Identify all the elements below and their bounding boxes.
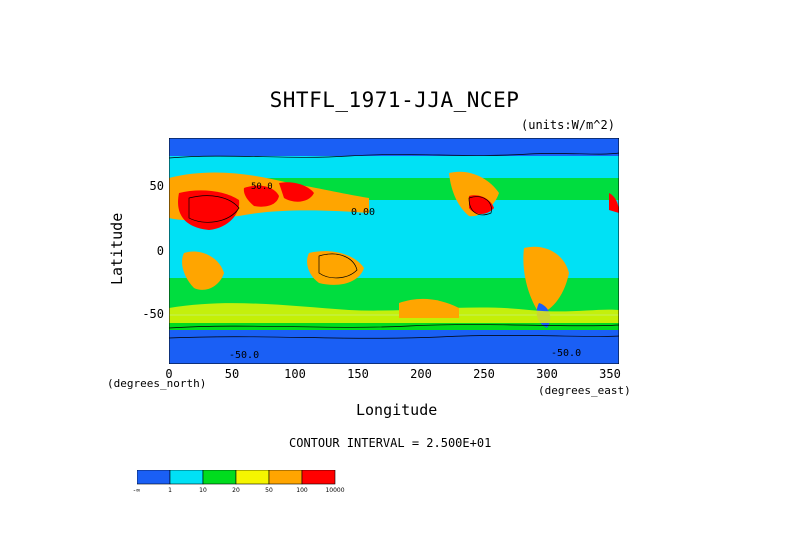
colorbar-tick-label: 20 [232,487,240,494]
colorbar-bin [169,470,204,485]
colorbar-bin [268,470,303,485]
x-tick-label: 0 [165,367,173,381]
southern-yellow-ring [169,303,619,323]
contour-label: -50.0 [229,350,259,361]
units-label: (units:W/m^2) [521,118,615,132]
y-tick-label: 50 [149,179,164,193]
x-tick-label: 50 [224,367,240,381]
x-tick-label: 250 [473,367,495,381]
y-tick-label: -50 [142,307,164,321]
colorbar-bin [301,470,336,485]
x-tick-label: 150 [347,367,369,381]
land-europe-edge-hot [609,193,619,213]
x-axis-label: Longitude [356,401,438,419]
colorbar-bin [202,470,237,485]
x-tick-label: 350 [599,367,621,381]
colorbar-tick-label: 50 [265,487,273,494]
colorbar-tick-label: 1 [168,487,172,494]
land-central-asia-hot [279,182,314,202]
land-arabia-hot [243,185,279,207]
arctic-band [169,138,619,156]
colorbar-bin [235,470,270,485]
contour-label: -50.0 [551,348,581,359]
y-tick-label: 0 [156,244,164,258]
y-axis-label: Latitude [108,212,126,285]
colorbar-bin [137,470,171,485]
contour-label: 50.0 [251,182,273,192]
y-unit-label: (degrees_north) [107,377,207,390]
heatmap-plot: 0.00 50.0 -50.0 -50.0 [169,138,619,364]
land-south-america [523,246,569,313]
contour-lines [169,152,619,339]
contour-label: 0.00 [351,207,375,218]
southern-orange-patch [399,298,459,318]
antarctic-band [169,328,619,364]
colorbar-tick-label: 100 [296,487,308,494]
chart-title: SHTFL_1971-JJA_NCEP [269,88,520,112]
x-tick-label: 200 [410,367,432,381]
x-tick-label: 100 [284,367,306,381]
colorbar [137,470,336,485]
contour-interval: CONTOUR INTERVAL = 2.500E+01 [289,436,492,450]
x-tick-label: 300 [536,367,558,381]
colorbar-tick-label: 10 [199,487,207,494]
colorbar-tick-label: -∞ [133,487,141,494]
x-unit-label: (degrees_east) [538,384,631,397]
colorbar-tick-label: 10000 [325,487,345,494]
land-us-southwest-hot [469,195,494,214]
land-south-africa [182,251,224,290]
